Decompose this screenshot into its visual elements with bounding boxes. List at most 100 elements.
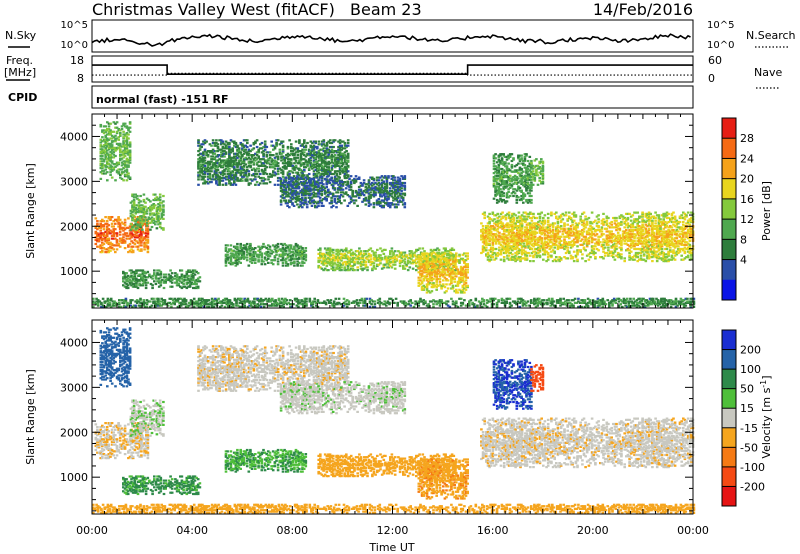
power-cell [349, 198, 353, 201]
power-cell [132, 201, 136, 204]
power-cell [104, 164, 107, 167]
power-cell [233, 155, 236, 158]
power-cell [127, 153, 130, 156]
power-cell [292, 192, 296, 195]
power-cell [312, 148, 316, 151]
power-cell [130, 233, 133, 236]
power-cell [437, 248, 441, 251]
power-cell [125, 280, 128, 283]
power-cell [123, 148, 127, 151]
power-cell [139, 219, 142, 222]
power-cell [127, 172, 130, 175]
power-cell [517, 211, 521, 214]
power-cell [148, 274, 151, 277]
power-cell [257, 160, 260, 163]
power-cell [205, 154, 208, 157]
power-cell [118, 245, 122, 248]
power-cell [272, 174, 275, 177]
power-cell [102, 138, 106, 141]
power-cell [448, 259, 452, 262]
power-cell [120, 171, 124, 174]
power-cell [106, 138, 109, 141]
power-cell [140, 236, 143, 239]
power-cell [158, 208, 162, 211]
power-cell [193, 281, 197, 284]
power-cell [281, 264, 285, 267]
power-cell [122, 136, 125, 139]
power-cell [286, 204, 289, 207]
power-cell [273, 160, 277, 163]
power-cell [445, 290, 448, 293]
power-cell [109, 150, 112, 154]
power-cell [403, 206, 407, 209]
power-cell [132, 203, 136, 206]
power-cell [418, 247, 421, 250]
power-cell [107, 237, 111, 240]
power-cell [135, 284, 138, 287]
power-cell [522, 242, 526, 245]
power-cell [115, 161, 119, 164]
power-cell [320, 164, 324, 167]
power-cell [183, 276, 187, 279]
power-cell [318, 200, 322, 203]
power-cell [129, 201, 133, 204]
power-cell [338, 167, 342, 170]
power-cell [159, 273, 163, 276]
power-cell [340, 144, 343, 147]
power-cell [242, 175, 246, 178]
power-cell [234, 143, 238, 146]
power-cell [322, 172, 326, 176]
power-cell [379, 187, 382, 190]
power-cell [493, 226, 496, 229]
power-cell [215, 174, 218, 177]
power-cell [345, 168, 348, 171]
power-cell [182, 274, 185, 277]
power-cell [137, 211, 141, 214]
power-cell [110, 222, 114, 225]
power-cell [154, 282, 158, 286]
power-cell [331, 195, 335, 198]
power-cell [349, 196, 353, 199]
power-cell [349, 185, 353, 189]
power-cell [320, 192, 324, 195]
power-cell [310, 184, 314, 187]
power-cell [142, 213, 146, 216]
power-cell [104, 125, 107, 128]
power-cell [268, 175, 272, 178]
power-cell [122, 276, 125, 279]
power-cell [283, 191, 286, 194]
power-cell [192, 282, 195, 286]
power-cell [338, 171, 342, 174]
power-cell [185, 281, 189, 284]
power-cell [155, 212, 159, 215]
power-cell [353, 269, 356, 272]
power-cell [322, 174, 326, 177]
power-cell [142, 208, 146, 211]
power-cell [224, 178, 228, 181]
power-cell [211, 178, 215, 181]
power-cell [97, 238, 101, 242]
power-cell [288, 160, 291, 163]
power-cell [106, 145, 109, 148]
power-cell [340, 202, 343, 205]
power-cell [260, 162, 264, 165]
power-cell [324, 147, 327, 150]
power-cell [371, 181, 374, 185]
power-cell [249, 144, 252, 147]
power-cell [203, 159, 207, 162]
power-cell [205, 167, 208, 170]
power-cell [131, 213, 134, 216]
power-cell [226, 145, 230, 149]
power-cell [369, 194, 372, 197]
power-cell [125, 234, 128, 237]
power-cell [136, 286, 140, 290]
power-cell [285, 162, 288, 165]
power-cell [127, 160, 130, 163]
power-cell [177, 282, 180, 286]
power-cell [115, 163, 119, 166]
power-cell [101, 218, 104, 221]
power-cell [109, 171, 112, 174]
power-cell [286, 152, 290, 155]
power-cell [117, 218, 120, 221]
power-cell [254, 175, 257, 178]
